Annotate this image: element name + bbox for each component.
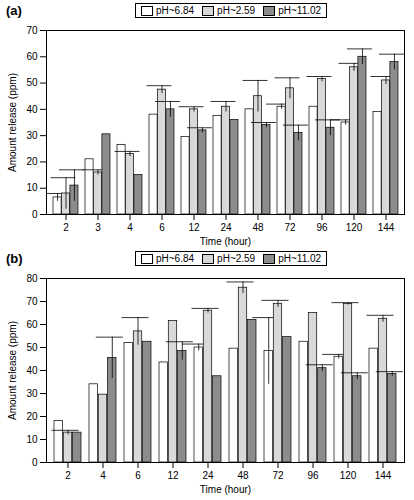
svg-text:96: 96 (307, 470, 319, 481)
svg-text:24: 24 (202, 470, 214, 481)
html-text:(a): (a) (6, 3, 22, 18)
html-text:pH~6.84: pH~6.84 (156, 5, 195, 16)
svg-text:144: 144 (375, 470, 392, 481)
svg-text:70: 70 (26, 296, 38, 307)
svg-text:60: 60 (26, 319, 38, 330)
svg-text:Amount release (ppm): Amount release (ppm) (7, 73, 18, 172)
svg-text:12: 12 (167, 470, 179, 481)
svg-text:50: 50 (26, 342, 38, 353)
svg-text:0: 0 (32, 209, 38, 220)
svg-text:72: 72 (272, 470, 284, 481)
svg-text:Time (hour): Time (hour) (200, 484, 251, 495)
svg-text:48: 48 (252, 222, 264, 233)
svg-text:2: 2 (65, 470, 71, 481)
svg-text:0: 0 (32, 457, 38, 468)
svg-text:10: 10 (26, 182, 38, 193)
svg-text:40: 40 (26, 104, 38, 115)
svg-text:30: 30 (26, 388, 38, 399)
svg-text:60: 60 (26, 51, 38, 62)
svg-text:12: 12 (188, 222, 200, 233)
svg-text:144: 144 (378, 222, 395, 233)
svg-text:20: 20 (26, 411, 38, 422)
svg-text:2: 2 (63, 222, 69, 233)
svg-text:24: 24 (220, 222, 232, 233)
svg-text:4: 4 (100, 470, 106, 481)
svg-text:4: 4 (127, 222, 133, 233)
svg-text:80: 80 (26, 273, 38, 284)
html-text:pH~6.84: pH~6.84 (156, 253, 195, 264)
svg-text:30: 30 (26, 130, 38, 141)
html-text:pH~11.02: pH~11.02 (278, 5, 322, 16)
svg-text:120: 120 (346, 222, 363, 233)
html-text:pH~11.02: pH~11.02 (278, 253, 322, 264)
svg-text:6: 6 (159, 222, 165, 233)
svg-text:70: 70 (26, 25, 38, 36)
html-text:(b): (b) (6, 251, 23, 266)
svg-text:6: 6 (135, 470, 141, 481)
html-text:pH~2.59: pH~2.59 (217, 253, 256, 264)
html-text:pH~2.59: pH~2.59 (217, 5, 256, 16)
svg-text:Amount release (ppm): Amount release (ppm) (7, 321, 18, 420)
svg-text:Time (hour): Time (hour) (200, 236, 251, 247)
svg-text:50: 50 (26, 77, 38, 88)
svg-text:48: 48 (237, 470, 249, 481)
svg-text:40: 40 (26, 365, 38, 376)
svg-text:96: 96 (316, 222, 328, 233)
svg-text:72: 72 (284, 222, 296, 233)
svg-text:3: 3 (95, 222, 101, 233)
svg-text:20: 20 (26, 156, 38, 167)
svg-text:120: 120 (340, 470, 357, 481)
svg-text:10: 10 (26, 434, 38, 445)
